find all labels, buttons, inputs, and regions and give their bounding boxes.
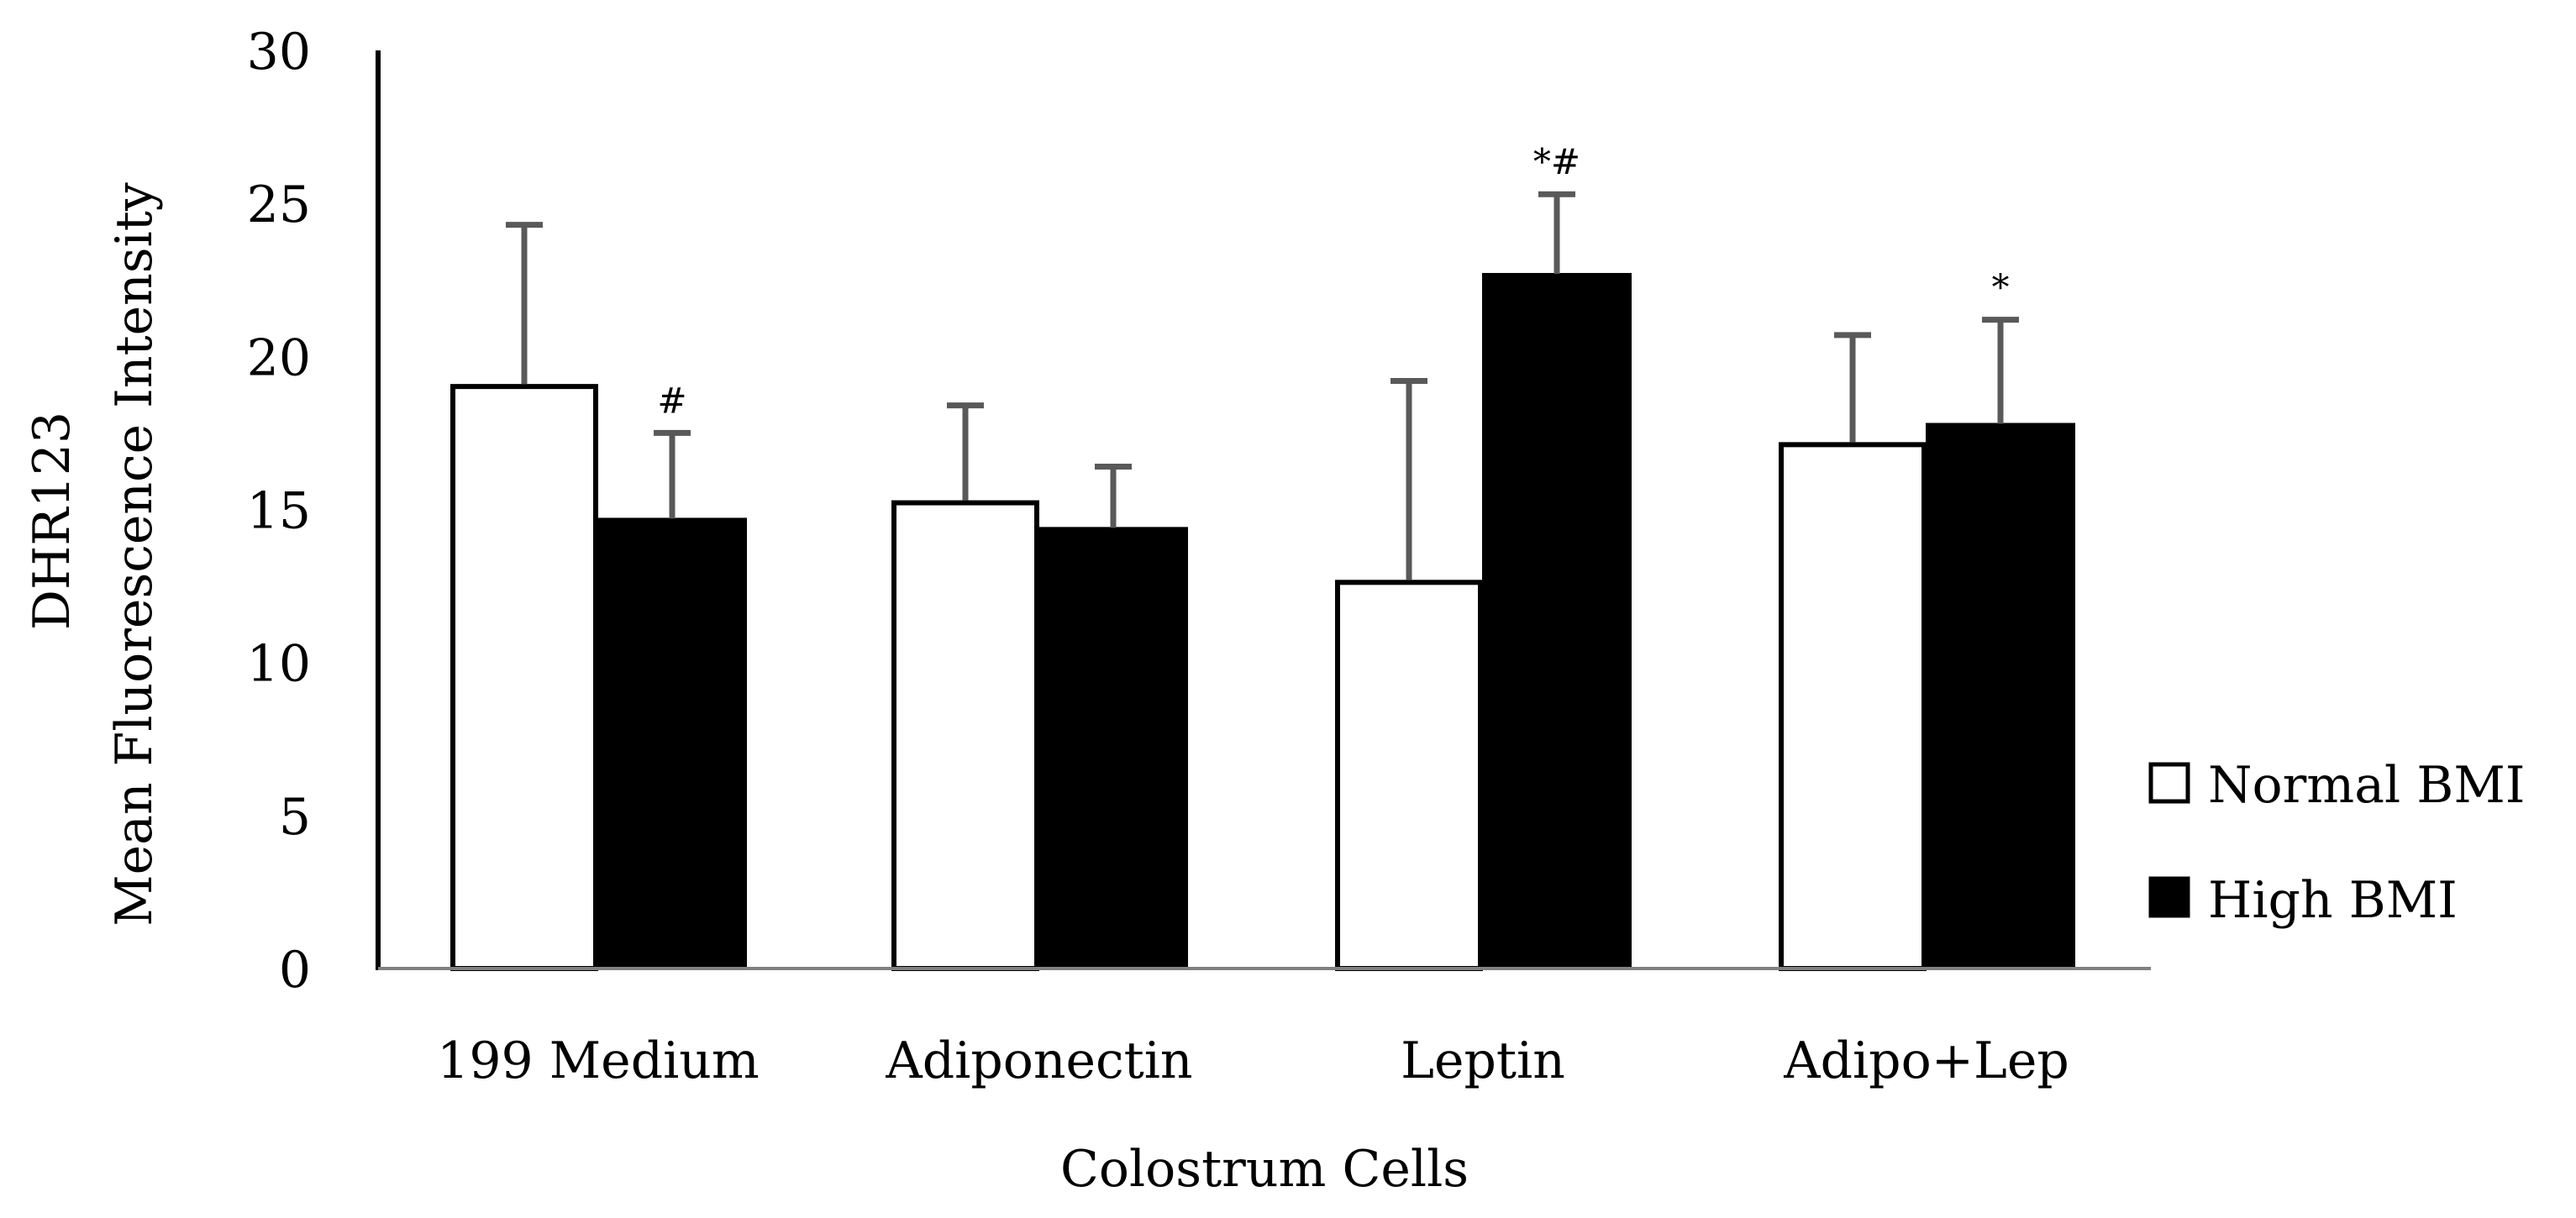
bar-normal-bmi-adiponectin — [891, 500, 1039, 971]
bar-normal-bmi-adipo-lep — [1779, 442, 1927, 971]
x-tick-label-adiponectin: Adiponectin — [885, 1032, 1192, 1090]
legend-label-high-bmi: High BMI — [2208, 871, 2458, 930]
y-tick-label-20: 20 — [247, 328, 311, 387]
y-tick-label-25: 25 — [247, 176, 311, 234]
error-bars-layer — [506, 191, 2019, 580]
bar-high-bmi-adiponectin — [1038, 527, 1188, 969]
y-tick-label-0: 0 — [279, 941, 311, 1000]
annotation-high-bmi-adipo-lep: * — [1992, 267, 2010, 308]
annotation-high-bmi-199-medium: # — [657, 380, 686, 421]
y-axis-label-line-2: Mean Fluorescence Intensity — [105, 182, 164, 927]
bar-high-bmi-adipo-lep — [1926, 423, 2075, 969]
y-tick-label-30: 30 — [247, 23, 311, 81]
legend: Normal BMI High BMI — [2148, 756, 2525, 930]
x-axis-label: Colostrum Cells — [1060, 1140, 1469, 1199]
bar-high-bmi-199-medium — [597, 517, 747, 969]
legend-label-normal-bmi: Normal BMI — [2208, 756, 2525, 815]
x-tick-label-199-medium: 199 Medium — [437, 1032, 760, 1090]
x-tick-labels: 199 Medium Adiponectin Leptin Adipo+Lep — [437, 1032, 2069, 1090]
x-tick-label-leptin: Leptin — [1401, 1032, 1565, 1090]
axes-layer — [376, 50, 2151, 970]
y-tick-label-10: 10 — [247, 635, 311, 694]
y-tick-labels: 0 5 10 15 20 25 30 — [247, 23, 311, 1000]
bar-high-bmi-leptin — [1482, 272, 1632, 970]
bar-normal-bmi-199-medium — [450, 384, 598, 971]
bar-normal-bmi-leptin — [1335, 580, 1483, 972]
x-tick-label-adipo-lep: Adipo+Lep — [1783, 1032, 2069, 1090]
legend-swatch-high-bmi — [2148, 876, 2190, 918]
y-axis-label-line-1: DHR123 — [23, 412, 81, 630]
bars-layer — [450, 272, 2075, 972]
annotation-high-bmi-leptin: *# — [1533, 141, 1580, 182]
significance-annotations: # *# * — [657, 141, 2009, 421]
legend-swatch-normal-bmi — [2148, 762, 2190, 804]
y-tick-label-15: 15 — [247, 482, 311, 541]
y-tick-label-5: 5 — [279, 788, 311, 847]
